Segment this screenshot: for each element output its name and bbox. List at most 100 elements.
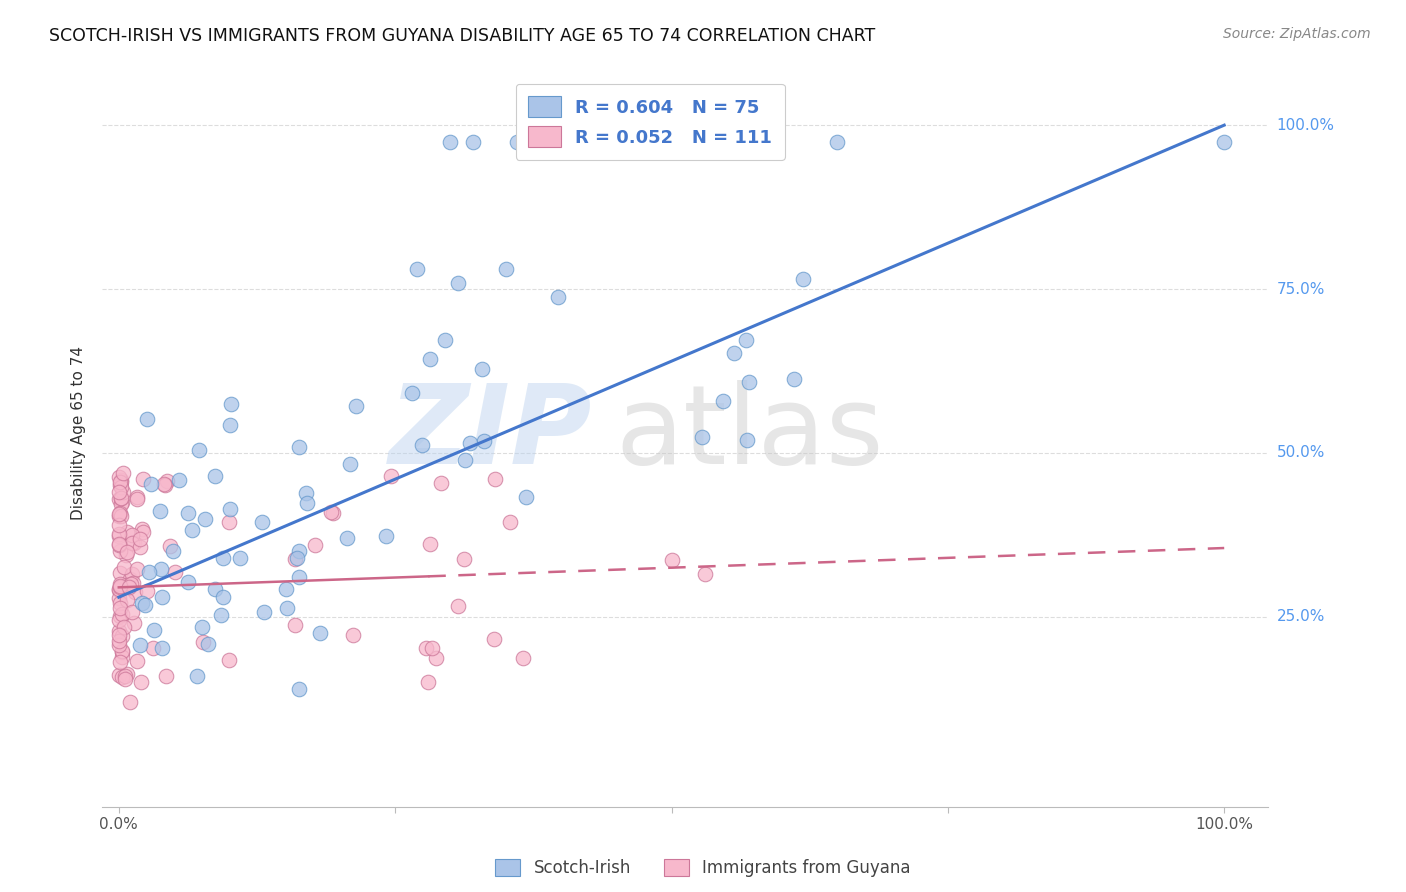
Point — [149, 504, 172, 518]
Point — [783, 372, 806, 386]
Point — [108, 628, 131, 642]
Point — [344, 399, 367, 413]
Point — [197, 637, 219, 651]
Point — [108, 475, 131, 490]
Point — [110, 491, 132, 506]
Point — [108, 544, 131, 558]
Point — [204, 582, 226, 597]
Text: ZIP: ZIP — [388, 380, 592, 487]
Text: 100.0%: 100.0% — [1277, 118, 1334, 133]
Point — [738, 375, 761, 389]
Point — [110, 596, 132, 610]
Point — [322, 506, 344, 520]
Point — [112, 467, 135, 481]
Point — [112, 620, 135, 634]
Point — [219, 397, 242, 411]
Point — [112, 484, 135, 499]
Point — [418, 675, 440, 690]
Point — [159, 540, 181, 554]
Point — [276, 601, 298, 615]
Point — [110, 629, 132, 643]
Point — [108, 638, 131, 652]
Point — [512, 651, 534, 665]
Point — [108, 668, 131, 682]
Text: 75.0%: 75.0% — [1277, 282, 1324, 296]
Point — [131, 596, 153, 610]
Point — [690, 430, 713, 444]
Point — [134, 598, 156, 612]
Point — [471, 362, 494, 376]
Point — [108, 566, 131, 581]
Point — [295, 486, 318, 500]
Point — [1213, 135, 1236, 149]
Point — [108, 529, 131, 543]
Point — [186, 669, 208, 683]
Point — [121, 528, 143, 542]
Point — [495, 262, 517, 277]
Point — [219, 502, 242, 516]
Point — [110, 473, 132, 487]
Point — [155, 669, 177, 683]
Point — [122, 615, 145, 630]
Point — [453, 551, 475, 566]
Point — [194, 512, 217, 526]
Point — [285, 550, 308, 565]
Point — [131, 522, 153, 536]
Point — [108, 469, 131, 483]
Point — [110, 607, 132, 621]
Point — [661, 552, 683, 566]
Point — [125, 491, 148, 506]
Point — [177, 506, 200, 520]
Point — [218, 653, 240, 667]
Text: 25.0%: 25.0% — [1277, 609, 1324, 624]
Point — [309, 626, 332, 640]
Point — [121, 535, 143, 549]
Point — [284, 552, 307, 566]
Point — [419, 352, 441, 367]
Point — [406, 262, 429, 277]
Point — [149, 562, 172, 576]
Point — [425, 651, 447, 665]
Point — [188, 442, 211, 457]
Point — [143, 623, 166, 637]
Point — [515, 490, 537, 504]
Point — [129, 540, 152, 554]
Point — [439, 135, 461, 149]
Point — [209, 608, 232, 623]
Point — [527, 135, 550, 149]
Point — [723, 346, 745, 360]
Point — [139, 476, 162, 491]
Point — [380, 469, 402, 483]
Point — [115, 549, 138, 563]
Point — [127, 654, 149, 668]
Point — [419, 537, 441, 551]
Point — [108, 508, 131, 523]
Point — [319, 505, 342, 519]
Point — [430, 475, 453, 490]
Point — [482, 632, 505, 646]
Point — [212, 590, 235, 604]
Point — [121, 605, 143, 619]
Point — [114, 672, 136, 686]
Point — [107, 613, 129, 627]
Point — [110, 497, 132, 511]
Point — [150, 590, 173, 604]
Point — [193, 635, 215, 649]
Point — [127, 562, 149, 576]
Point — [176, 575, 198, 590]
Y-axis label: Disability Age 65 to 74: Disability Age 65 to 74 — [72, 346, 86, 520]
Point — [153, 477, 176, 491]
Point — [107, 527, 129, 541]
Point — [129, 675, 152, 690]
Point — [118, 580, 141, 594]
Point — [550, 135, 572, 149]
Point — [191, 620, 214, 634]
Point — [693, 566, 716, 581]
Point — [162, 544, 184, 558]
Text: SCOTCH-IRISH VS IMMIGRANTS FROM GUYANA DISABILITY AGE 65 TO 74 CORRELATION CHART: SCOTCH-IRISH VS IMMIGRANTS FROM GUYANA D… — [49, 27, 876, 45]
Point — [107, 485, 129, 500]
Point — [792, 271, 814, 285]
Point — [827, 135, 849, 149]
Point — [204, 469, 226, 483]
Point — [110, 491, 132, 505]
